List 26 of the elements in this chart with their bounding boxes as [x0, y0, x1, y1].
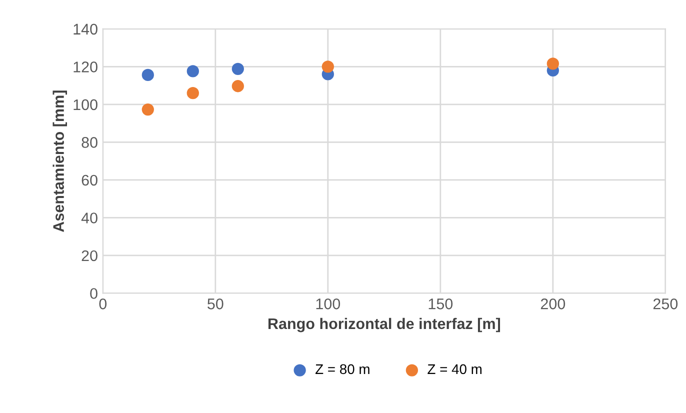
legend-label: Z = 80 m	[316, 364, 370, 374]
x-tick-label: 150	[428, 298, 453, 310]
x-tick-label: 100	[316, 298, 340, 310]
point	[186, 65, 199, 78]
point	[232, 80, 244, 92]
y-tick-label: 0	[90, 288, 98, 299]
y-tick-label: 20	[82, 250, 98, 262]
y-axis-title: Asentamiento [mm]	[52, 90, 67, 232]
y-tick-label: 120	[74, 62, 98, 72]
x-tick-label: 50	[208, 298, 224, 310]
x-tick-label: 250	[653, 298, 678, 310]
point	[232, 62, 244, 76]
point	[186, 87, 199, 100]
x-tick-label: 0	[99, 298, 107, 310]
y-tick-label: 60	[82, 174, 98, 186]
y-tick-label: 80	[82, 137, 98, 148]
y-tick-label: 40	[81, 212, 98, 224]
x-axis-title: Rango horizontal de interfaz [m]	[268, 318, 500, 332]
y-tick-label: 140	[74, 24, 98, 35]
point	[546, 58, 559, 70]
legend-label: Z = 40 m	[428, 364, 482, 374]
point	[142, 68, 154, 82]
x-tick-label: 200	[540, 298, 566, 310]
point	[142, 103, 154, 116]
y-tick-label: 100	[74, 99, 98, 110]
point	[322, 60, 334, 73]
